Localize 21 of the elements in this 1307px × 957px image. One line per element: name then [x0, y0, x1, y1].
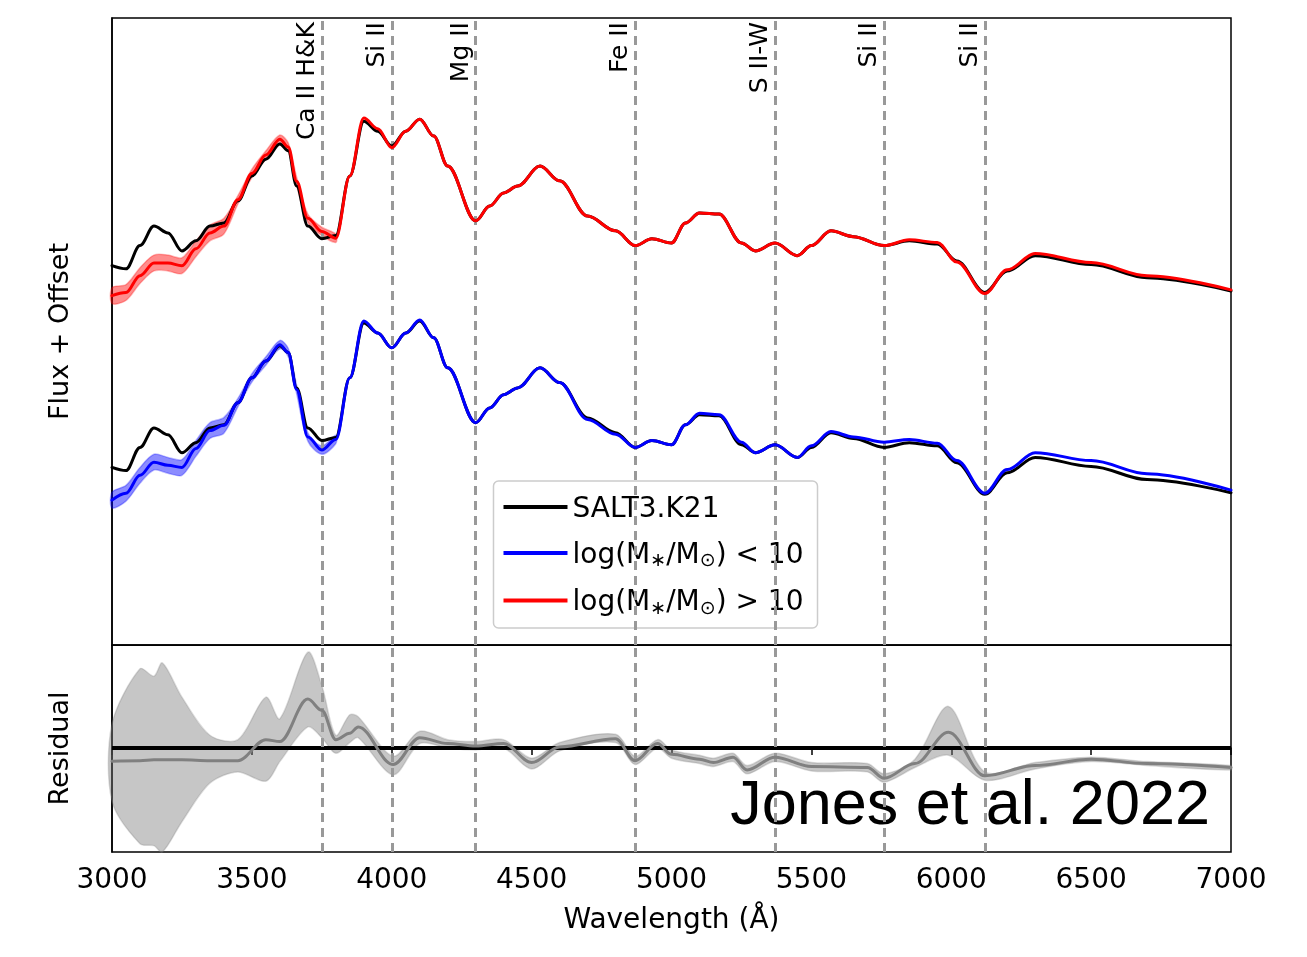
x-tick-label: 4500	[495, 861, 568, 895]
x-tick-label: 5000	[635, 861, 708, 895]
ref-line-label: Si II	[360, 22, 390, 68]
ref-line-label: Fe II	[604, 22, 634, 74]
ref-line-label: Si II	[853, 22, 883, 68]
x-tick-label: 6000	[915, 861, 987, 895]
ref-line-label: S II-W	[744, 22, 774, 94]
legend-label: SALT3.K21	[572, 490, 720, 524]
x-tick-label: 7000	[1195, 861, 1267, 895]
y-axis-title: Residual	[43, 691, 74, 806]
x-tick-label: 5500	[775, 861, 848, 895]
ref-line-label: Si II	[953, 22, 983, 68]
annotation: Jones et al. 2022	[730, 766, 1211, 837]
x-tick-label: 4000	[356, 861, 428, 895]
x-tick-label: 6500	[1055, 861, 1127, 895]
x-axis-title: Wavelength (Å)	[563, 900, 780, 935]
ref-line-label: Ca II H&K	[290, 21, 320, 141]
x-tick-label: 3000	[76, 861, 148, 895]
ref-line-label: Mg II	[444, 22, 474, 83]
x-tick-label: 3500	[216, 861, 288, 895]
y-axis-title: Flux + Offset	[43, 242, 74, 421]
